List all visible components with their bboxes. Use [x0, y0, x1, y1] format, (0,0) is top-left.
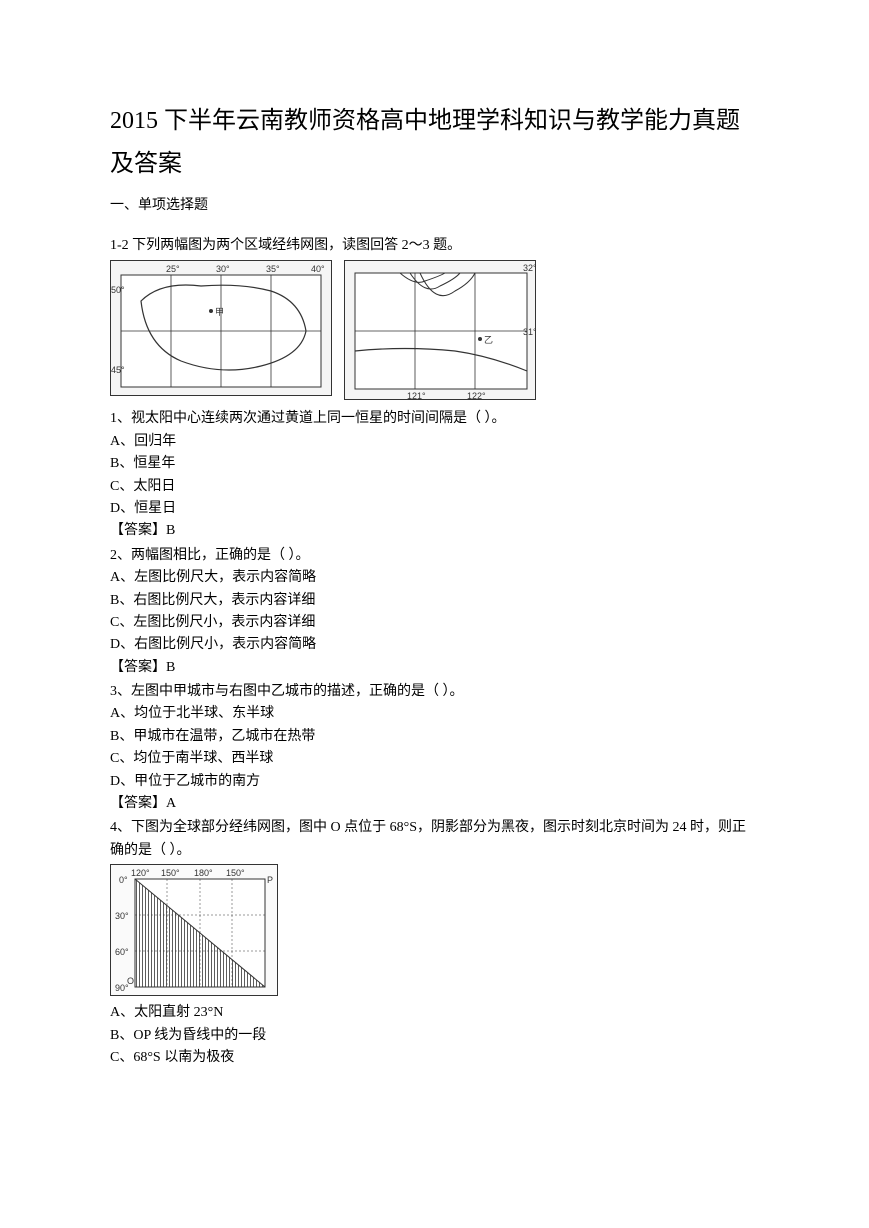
svg-text:150°: 150°	[226, 868, 245, 878]
svg-text:30°: 30°	[115, 911, 129, 921]
figure-row-1: 甲 25° 30° 35° 40° 50° 45° 乙 32° 31° 121°…	[110, 260, 759, 400]
q4-option-a: A、太阳直射 23°N	[110, 1002, 759, 1024]
q3-option-c: C、均位于南半球、西半球	[110, 748, 759, 770]
question-4: 4、下图为全球部分经纬网图，图中 O 点位于 68°S，阴影部分为黑夜，图示时刻…	[110, 817, 759, 862]
q2-option-a: A、左图比例尺大，表示内容简略	[110, 567, 759, 589]
svg-text:45°: 45°	[111, 365, 125, 375]
page-title: 2015 下半年云南教师资格高中地理学科知识与教学能力真题及答案	[110, 100, 759, 186]
svg-text:180°: 180°	[194, 868, 213, 878]
q4-stem: 4、下图为全球部分经纬网图，图中 O 点位于 68°S，阴影部分为黑夜，图示时刻…	[110, 817, 759, 862]
q4-option-b: B、OP 线为昏线中的一段	[110, 1025, 759, 1047]
svg-text:122°: 122°	[467, 391, 486, 401]
q1-option-c: C、太阳日	[110, 476, 759, 498]
svg-text:40°: 40°	[311, 264, 325, 274]
svg-text:121°: 121°	[407, 391, 426, 401]
q2-option-c: C、左图比例尺小，表示内容详细	[110, 612, 759, 634]
q3-option-b: B、甲城市在温带，乙城市在热带	[110, 726, 759, 748]
svg-text:60°: 60°	[115, 947, 129, 957]
svg-text:25°: 25°	[166, 264, 180, 274]
svg-text:35°: 35°	[266, 264, 280, 274]
marker-yi: 乙	[484, 335, 493, 345]
map-figure-2: 乙 32° 31° 121° 122°	[344, 260, 536, 400]
svg-text:120°: 120°	[131, 868, 150, 878]
section-heading: 一、单项选择题	[110, 194, 759, 214]
question-1: 1、视太阳中心连续两次通过黄道上同一恒星的时间间隔是（ ）。 A、回归年 B、恒…	[110, 408, 759, 542]
q3-answer: 【答案】A	[110, 793, 759, 815]
svg-text:30°: 30°	[216, 264, 230, 274]
q2-answer: 【答案】B	[110, 657, 759, 679]
point-o: O	[127, 976, 134, 986]
q3-option-a: A、均位于北半球、东半球	[110, 703, 759, 725]
q1-option-a: A、回归年	[110, 431, 759, 453]
q1-answer: 【答案】B	[110, 520, 759, 542]
svg-text:0°: 0°	[119, 875, 128, 885]
map-figure-3: 120° 150° 180° 150° 0° 30° 60° 90° O P	[110, 864, 278, 996]
svg-text:50°: 50°	[111, 285, 125, 295]
map-figure-1: 甲 25° 30° 35° 40° 50° 45°	[110, 260, 332, 396]
q3-option-d: D、甲位于乙城市的南方	[110, 771, 759, 793]
intro-text: 1-2 下列两幅图为两个区域经纬网图，读图回答 2～3 题。	[110, 234, 759, 254]
q1-option-d: D、恒星日	[110, 498, 759, 520]
q2-option-b: B、右图比例尺大，表示内容详细	[110, 590, 759, 612]
q2-option-d: D、右图比例尺小，表示内容简略	[110, 634, 759, 656]
svg-text:32°: 32°	[523, 263, 537, 273]
q1-stem: 1、视太阳中心连续两次通过黄道上同一恒星的时间间隔是（ ）。	[110, 408, 759, 430]
question-3: 3、左图中甲城市与右图中乙城市的描述，正确的是（ ）。 A、均位于北半球、东半球…	[110, 681, 759, 815]
svg-text:31°: 31°	[523, 327, 537, 337]
q3-stem: 3、左图中甲城市与右图中乙城市的描述，正确的是（ ）。	[110, 681, 759, 703]
q4-option-c: C、68°S 以南为极夜	[110, 1047, 759, 1069]
question-4-options: A、太阳直射 23°N B、OP 线为昏线中的一段 C、68°S 以南为极夜	[110, 1002, 759, 1069]
marker-jia: 甲	[215, 307, 224, 317]
q2-stem: 2、两幅图相比，正确的是（ ）。	[110, 545, 759, 567]
svg-text:150°: 150°	[161, 868, 180, 878]
question-2: 2、两幅图相比，正确的是（ ）。 A、左图比例尺大，表示内容简略 B、右图比例尺…	[110, 545, 759, 679]
point-p: P	[267, 875, 273, 885]
q1-option-b: B、恒星年	[110, 453, 759, 475]
